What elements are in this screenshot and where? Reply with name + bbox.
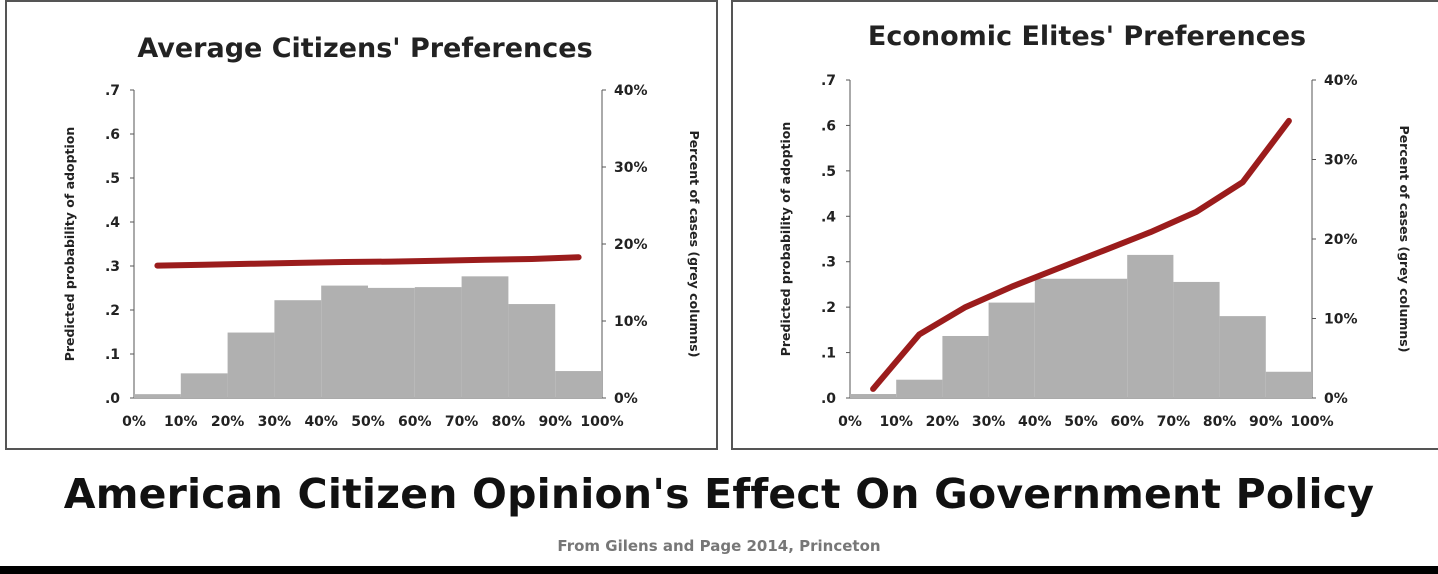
x-tick-label: 10% [879,414,913,430]
chart-economic-elites: Economic Elites' Preferences .0 .1 .2 .3 .4.… [778,21,1412,430]
left-y-tick-label: .1 [821,346,836,362]
histogram-bar [461,276,509,398]
histogram-bar [896,379,943,398]
histogram-bar [227,332,275,398]
histogram-bar [508,304,556,398]
x-tick-label: 40% [304,414,338,430]
right-y-tick-label: 10% [1324,312,1358,328]
histogram-bar [180,373,228,398]
right-y-tick-label: 30% [1324,153,1358,169]
left-y-tick-label: .1 [105,347,120,363]
x-tick-label: 80% [492,414,526,430]
left-y-tick-label: .6 [105,127,120,143]
x-tick-label: 0% [122,414,146,430]
left-y-tick-label: .7 [821,73,836,89]
right-y-tick-label: 20% [614,237,648,253]
chart-average-citizens: Average Citizens' Preferences .0 .1 .2 .3 .4… [62,33,702,430]
x-tick-label: 20% [926,414,960,430]
left-y-tick-label: .2 [821,300,836,316]
source-note: From Gilens and Page 2014, Princeton [557,537,881,555]
left-y-tick-label: .2 [105,303,120,319]
right-y-tick-label: 10% [614,314,648,330]
x-tick-label: 30% [972,414,1006,430]
left-y-tick-label: .4 [821,209,836,225]
right-y-tick-label: 30% [614,160,648,176]
chart-title: Average Citizens' Preferences [137,33,592,64]
histogram-bar [1034,278,1081,398]
right-y-tick-label: 0% [614,391,638,407]
histogram-bar [988,302,1035,398]
chart-panel-average-citizens: Average Citizens' Preferences .0 .1 .2 .3 .4… [5,0,718,450]
x-tick-label: 50% [1064,414,1098,430]
right-y-tick-label: 20% [1324,232,1358,248]
left-y-tick-label: .3 [821,255,836,271]
probability-line [870,117,1292,392]
x-tick-label: 20% [211,414,245,430]
left-y-axis-label: Predicted probability of adoption [778,122,793,357]
histogram-bar [1219,316,1266,398]
histogram-bar [1127,254,1174,398]
x-tick-label: 90% [538,414,572,430]
x-tick-label: 60% [398,414,432,430]
histogram-bar [555,371,602,398]
left-y-tick-label: .5 [105,171,120,187]
main-title: American Citizen Opinion's Effect On Gov… [63,470,1375,518]
x-tick-label: 100% [1290,414,1333,430]
x-tick-label: 30% [258,414,292,430]
left-y-tick-label: .7 [105,83,120,99]
x-tick-label: 70% [445,414,479,430]
right-y-tick-label: 0% [1324,391,1348,407]
histogram-bar [134,394,181,398]
x-tick-label: 80% [1203,414,1237,430]
probability-line [154,254,582,269]
x-tick-label: 90% [1249,414,1283,430]
histogram-bar [1265,371,1312,398]
right-y-axis-label: Percent of cases (grey columns) [1397,126,1412,353]
bottom-bar [0,566,1438,574]
chart-title: Economic Elites' Preferences [868,21,1306,52]
histogram-bar [274,300,322,398]
right-y-axis-label: Percent of cases (grey columns) [687,131,702,358]
left-y-axis-label: Predicted probability of adoption [62,127,77,362]
left-y-tick-label: .6 [821,118,836,134]
histogram-bar [1081,278,1128,398]
left-y-tick-label: .0 [105,391,120,407]
x-tick-label: 70% [1157,414,1191,430]
x-tick-label: 60% [1110,414,1144,430]
histogram-bar [414,287,462,398]
right-y-tick-label: 40% [1324,73,1358,89]
chart-panel-economic-elites: Economic Elites' Preferences .0 .1 .2 .3 .4.… [731,0,1438,450]
histogram-bar [1173,281,1220,398]
x-tick-label: 40% [1018,414,1052,430]
left-y-tick-label: .4 [105,215,120,231]
left-y-tick-label: .3 [105,259,120,275]
x-tick-label: 100% [580,414,623,430]
histogram-bar [942,335,989,398]
left-y-tick-label: .0 [821,391,836,407]
histogram-bar [321,285,368,398]
x-tick-label: 0% [838,414,862,430]
x-tick-label: 10% [164,414,198,430]
histogram-bar [368,287,415,398]
x-tick-label: 50% [351,414,385,430]
right-y-tick-label: 40% [614,83,648,99]
histogram-bar [850,394,897,398]
left-y-tick-label: .5 [821,164,836,180]
